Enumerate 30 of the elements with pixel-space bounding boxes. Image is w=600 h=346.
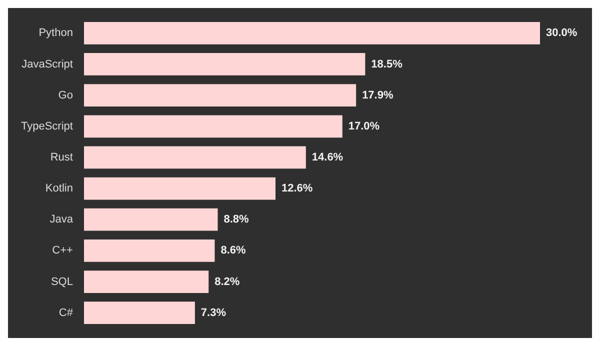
y-tick-label: Rust	[50, 151, 73, 164]
data-label: 12.6%	[282, 182, 313, 195]
data-label: 17.9%	[362, 89, 394, 102]
y-tick-label: C++	[52, 244, 73, 257]
bar	[84, 53, 366, 76]
bar	[84, 115, 342, 138]
y-tick-label: Go	[58, 89, 73, 102]
bar	[84, 208, 218, 231]
y-tick-label: SQL	[50, 276, 73, 288]
data-label: 30.0%	[546, 27, 578, 40]
bar	[84, 22, 540, 44]
bar	[84, 146, 306, 169]
data-label: 14.6%	[312, 151, 344, 164]
data-label: 8.6%	[220, 244, 246, 257]
y-tick-label: Java	[50, 214, 74, 226]
data-label: 7.3%	[200, 306, 226, 319]
data-label: 18.5%	[371, 58, 403, 70]
bar	[84, 84, 356, 106]
y-tick-label: Kotlin	[45, 182, 73, 195]
data-label: 8.8%	[224, 214, 250, 226]
bar	[84, 302, 195, 324]
y-tick-label: C#	[58, 306, 74, 319]
bar	[84, 270, 209, 293]
data-label: 17.0%	[348, 120, 380, 132]
y-tick-label: TypeScript	[20, 120, 73, 132]
bar	[84, 240, 215, 262]
data-label: 8.2%	[214, 276, 240, 288]
y-tick-label: JavaScript	[22, 58, 73, 70]
bar	[84, 177, 276, 200]
y-tick-label: Python	[38, 27, 73, 40]
